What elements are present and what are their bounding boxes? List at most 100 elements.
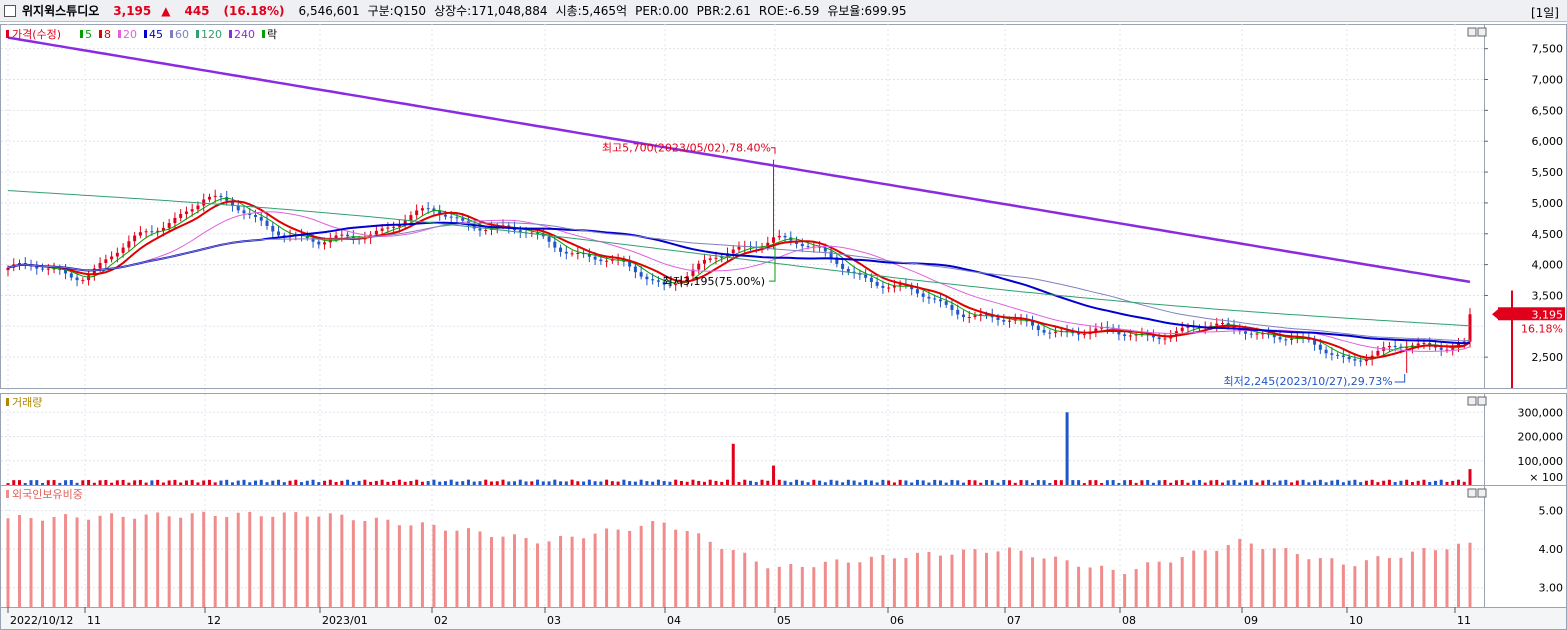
select-checkbox[interactable] (4, 4, 16, 17)
volume-panel[interactable] (0, 393, 1485, 486)
candle-body (392, 226, 396, 228)
volume-bar (1088, 480, 1092, 485)
volume-bar (1353, 479, 1357, 485)
foreign-bar (697, 533, 701, 607)
candle-body (910, 285, 914, 290)
candle-body (1180, 327, 1184, 332)
foreign-bar (662, 522, 666, 607)
x-tick-label: 2022/10/12 (10, 614, 73, 627)
panel-minimize-icon[interactable] (1467, 396, 1477, 406)
current-price: 3,195 (113, 3, 152, 18)
foreign-bar (489, 537, 493, 607)
chart-svg[interactable]: 7,500 7,000 6,500 6,000 5,500 5,000 4,500 4,000… (0, 22, 1567, 630)
candle-body (248, 213, 252, 215)
volume-bar (610, 481, 614, 485)
per-value: PER:0.00 (635, 3, 689, 18)
volume-bar (1341, 482, 1345, 485)
ma-legend-label[interactable]: 45 (149, 28, 163, 41)
panel-minimize-icon[interactable] (1467, 27, 1477, 37)
foreign-bar (18, 514, 22, 607)
foreign-bar (52, 517, 56, 607)
panel-maximize-icon[interactable] (1477, 396, 1487, 406)
candle-body (1134, 334, 1138, 336)
candle-body (121, 247, 125, 253)
candle-body (956, 309, 960, 315)
foreign-bar (720, 549, 724, 607)
volume-bar (1445, 481, 1449, 485)
price-legend-label[interactable]: 가격(수정) (12, 28, 61, 41)
ma-legend-label[interactable]: 20 (123, 28, 137, 41)
volume-bar (300, 482, 304, 485)
x-tick-label: 05 (777, 614, 791, 627)
panel-minimize-icon[interactable] (1467, 488, 1477, 498)
foreign-panel-title[interactable]: 외국인보유비중 (12, 488, 83, 501)
ex-legend-label[interactable]: 락 (267, 28, 277, 41)
candle-body (697, 263, 701, 270)
ma-legend-label[interactable]: 120 (201, 28, 222, 41)
candle-body (1376, 350, 1380, 356)
candle-body (138, 232, 142, 236)
volume-bar (1261, 480, 1265, 485)
foreign-bar (1031, 557, 1035, 607)
candle-body (202, 199, 206, 206)
candle-body (564, 251, 568, 254)
volume-bar (167, 480, 171, 485)
candle-body (679, 281, 683, 284)
volume-bar (812, 479, 816, 485)
candle-body (662, 281, 666, 285)
volume-bar (1244, 480, 1248, 485)
period-selector[interactable]: [1일] (1530, 6, 1559, 20)
ma-legend-label[interactable]: 240 (234, 28, 255, 41)
volume-bar (875, 482, 879, 485)
foreign-bar (858, 562, 862, 607)
foreign-bar (236, 512, 240, 607)
ma-legend-label[interactable]: 60 (175, 28, 189, 41)
candle-body (674, 283, 678, 285)
volume-bar (495, 481, 499, 485)
candle-body (1272, 334, 1276, 338)
candle-body (772, 237, 776, 243)
volume-bar (328, 479, 332, 485)
candle-body (1123, 334, 1127, 336)
volume-bar (64, 480, 68, 485)
candle-body (1359, 360, 1363, 362)
candle-body (1244, 331, 1248, 334)
foreign-panel[interactable] (0, 485, 1485, 608)
price-tick-label: 6,000 (1532, 135, 1564, 148)
panel-maximize-icon[interactable] (1477, 27, 1487, 37)
volume-bar (513, 481, 517, 485)
foreign-bar (179, 517, 183, 607)
volume-panel-title[interactable]: 거래량 (12, 396, 42, 409)
volume-unit-label: × 100 (1529, 471, 1563, 484)
candle-body (1295, 337, 1299, 339)
foreign-bar (904, 558, 908, 607)
foreign-bar (973, 549, 977, 607)
volume-bar (277, 479, 281, 485)
ma-legend-label[interactable]: 8 (104, 28, 111, 41)
candle-body (351, 236, 355, 239)
volume-value: 6,546,601 (298, 3, 360, 18)
foreign-bar (259, 516, 263, 607)
volume-bar (75, 482, 79, 485)
foreign-bar (1180, 557, 1184, 607)
ma-legend-label[interactable]: 5 (85, 28, 92, 41)
candle-body (207, 196, 211, 200)
volume-bar (656, 479, 660, 485)
foreign-bar (386, 519, 390, 607)
candle-body (449, 216, 453, 218)
volume-bar (1082, 483, 1086, 485)
candle-body (346, 234, 350, 237)
foreign-bar (1272, 548, 1276, 607)
candle-body (1428, 343, 1432, 345)
foreign-bar (961, 549, 965, 607)
foreign-bar (144, 514, 148, 607)
volume-bar (783, 480, 787, 485)
volume-bar (1071, 480, 1075, 485)
stock-name: 위지윅스튜디오 (22, 4, 100, 18)
volume-bar (576, 481, 580, 485)
volume-bar (864, 479, 868, 485)
candle-body (409, 215, 413, 221)
panel-maximize-icon[interactable] (1477, 488, 1487, 498)
volume-bar (248, 482, 252, 485)
foreign-bar (1376, 556, 1380, 607)
